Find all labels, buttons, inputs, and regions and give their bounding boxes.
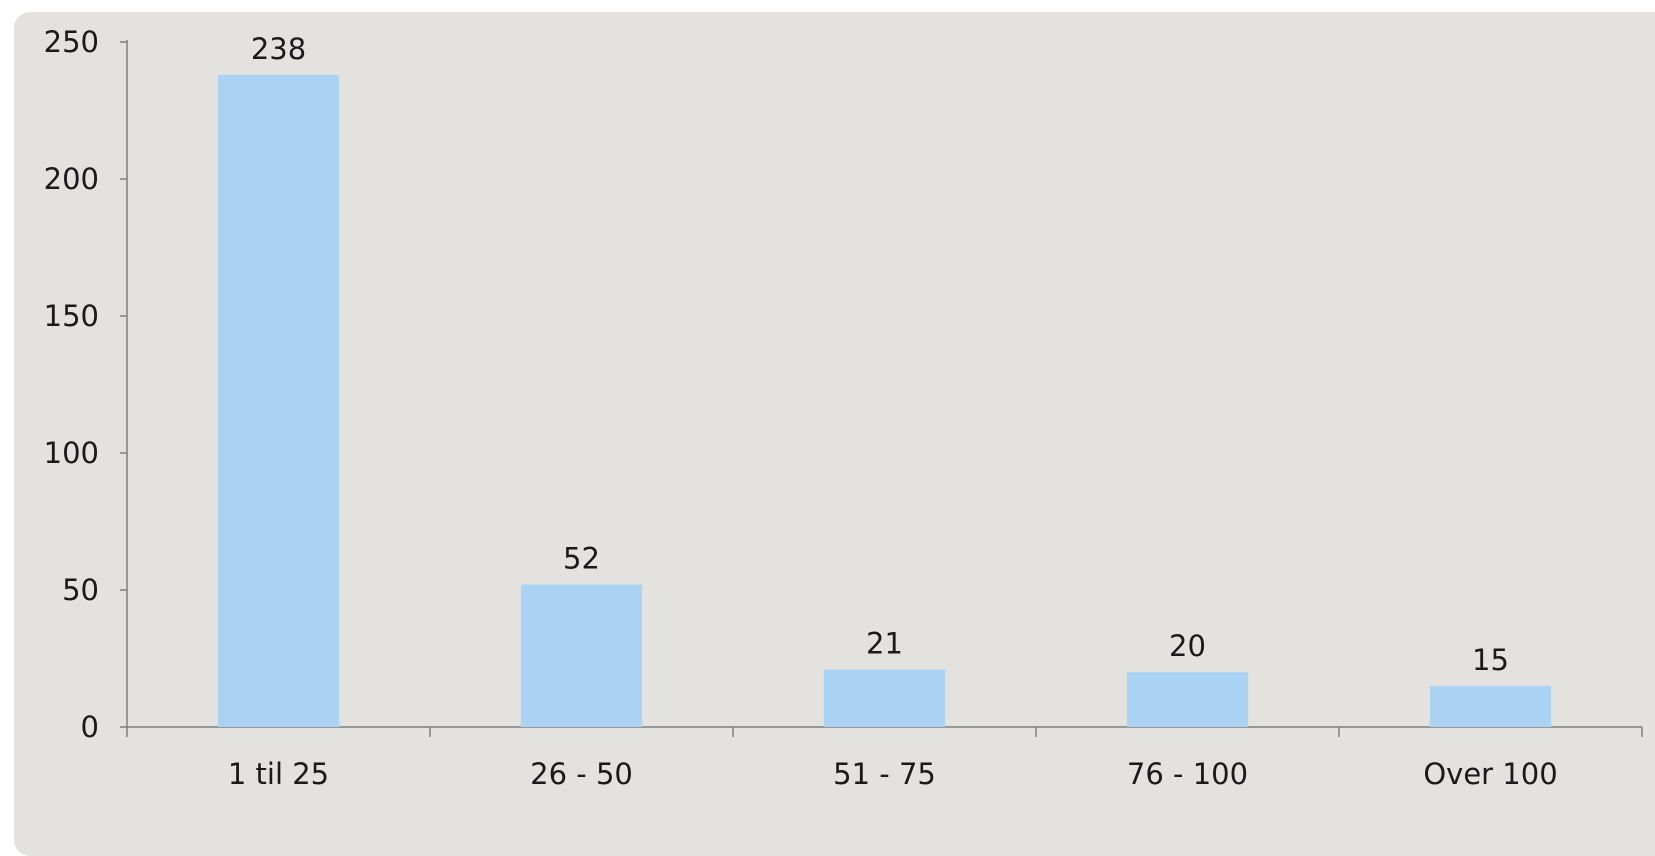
data-label: 20 — [1169, 629, 1206, 663]
y-tick-label: 0 — [81, 710, 99, 744]
bars — [217, 74, 1552, 727]
y-tick-label: 100 — [44, 436, 99, 470]
bar — [823, 669, 946, 727]
data-label: 21 — [866, 626, 903, 660]
bar — [1126, 672, 1249, 727]
x-tick-label: 51 - 75 — [833, 757, 936, 791]
bar — [520, 584, 643, 727]
y-tick-label: 50 — [62, 573, 99, 607]
x-tick-label: Over 100 — [1423, 757, 1557, 791]
x-tick-label: 76 - 100 — [1127, 757, 1248, 791]
data-label: 15 — [1472, 643, 1509, 677]
data-label: 238 — [251, 32, 306, 66]
x-tick-label: 26 - 50 — [530, 757, 633, 791]
data-label: 52 — [563, 542, 600, 576]
y-tick-label: 200 — [44, 162, 99, 196]
y-axis: 0 50 100 150 200 250 — [44, 25, 128, 744]
bar — [217, 74, 340, 727]
y-tick-label: 250 — [44, 25, 99, 59]
data-labels: 238 52 21 20 15 — [251, 32, 1509, 677]
x-axis: 1 til 25 26 - 50 51 - 75 76 - 100 Over 100 — [126, 726, 1643, 791]
x-tick-label: 1 til 25 — [228, 757, 329, 791]
bar — [1429, 685, 1552, 727]
y-tick-label: 150 — [44, 299, 99, 333]
